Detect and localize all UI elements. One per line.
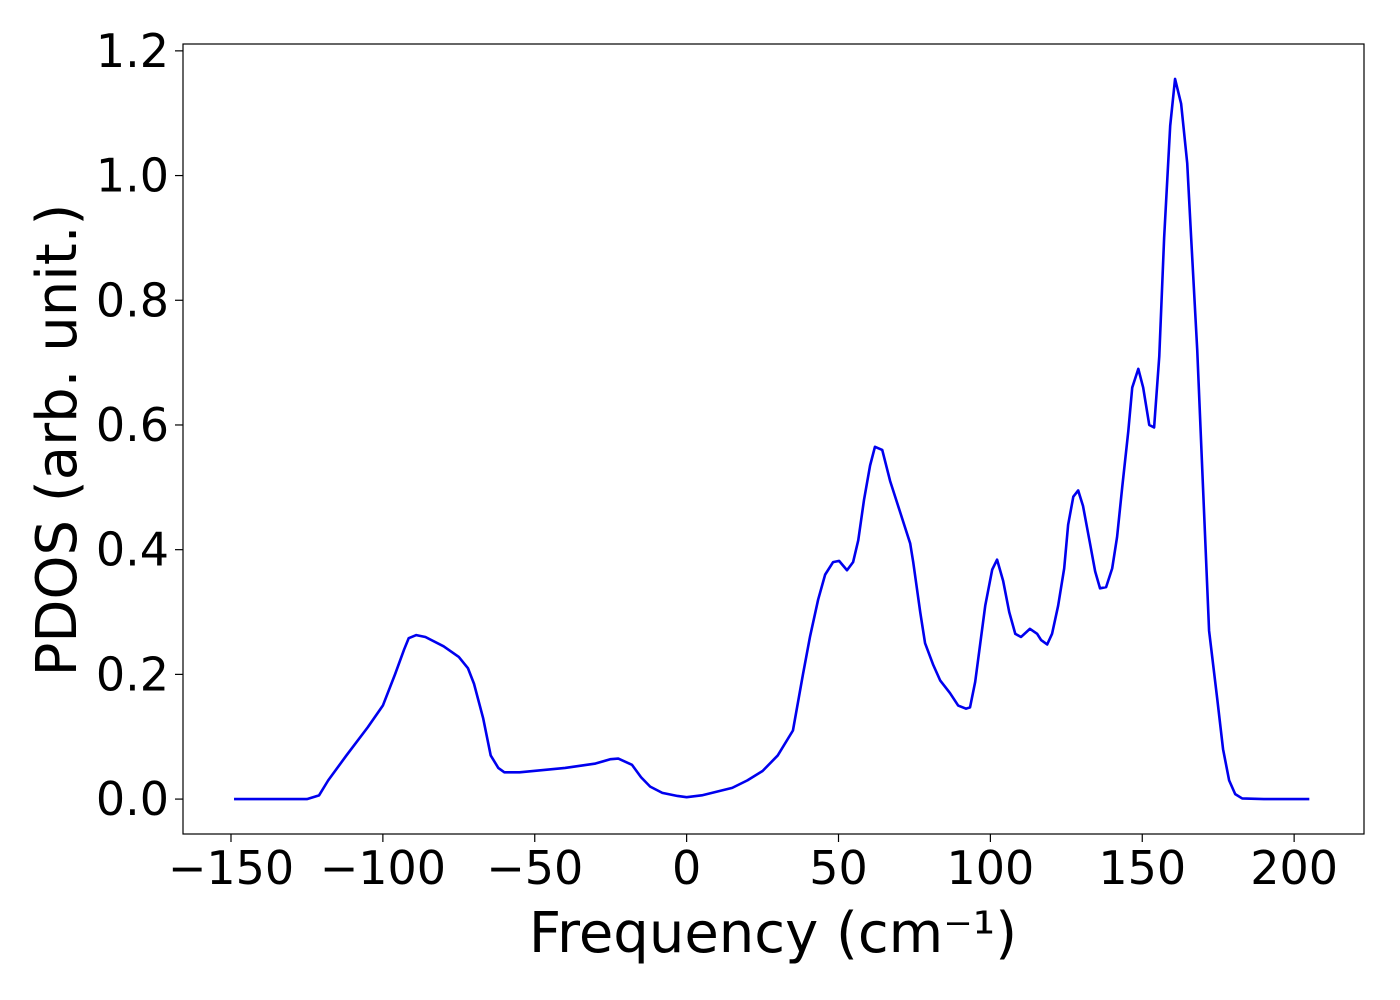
x-tick-label: 0 <box>672 841 701 895</box>
y-axis-label: PDOS (arb. unit.) <box>25 204 90 677</box>
x-tick-label: −100 <box>320 841 446 895</box>
x-tick-label: −50 <box>486 841 583 895</box>
plot-frame <box>182 43 1365 835</box>
line-series <box>234 77 1310 801</box>
x-tick-label: 50 <box>809 841 868 895</box>
y-tick-label: 0.4 <box>96 523 169 577</box>
x-axis-label: Frequency (cm⁻¹) <box>529 901 1017 966</box>
x-tick-label: 100 <box>946 841 1034 895</box>
y-tick-label: 0.8 <box>96 273 169 327</box>
y-tick-label: 1.0 <box>96 149 169 203</box>
x-tick-label: −150 <box>168 841 294 895</box>
x-tick-label: 200 <box>1250 841 1338 895</box>
y-tick-label: 0.2 <box>96 647 169 701</box>
y-tick-label: 0.6 <box>96 398 169 452</box>
y-tick-label: 0.0 <box>96 772 169 826</box>
x-tick-label: 150 <box>1098 841 1186 895</box>
y-tick-label: 1.2 <box>96 24 169 78</box>
